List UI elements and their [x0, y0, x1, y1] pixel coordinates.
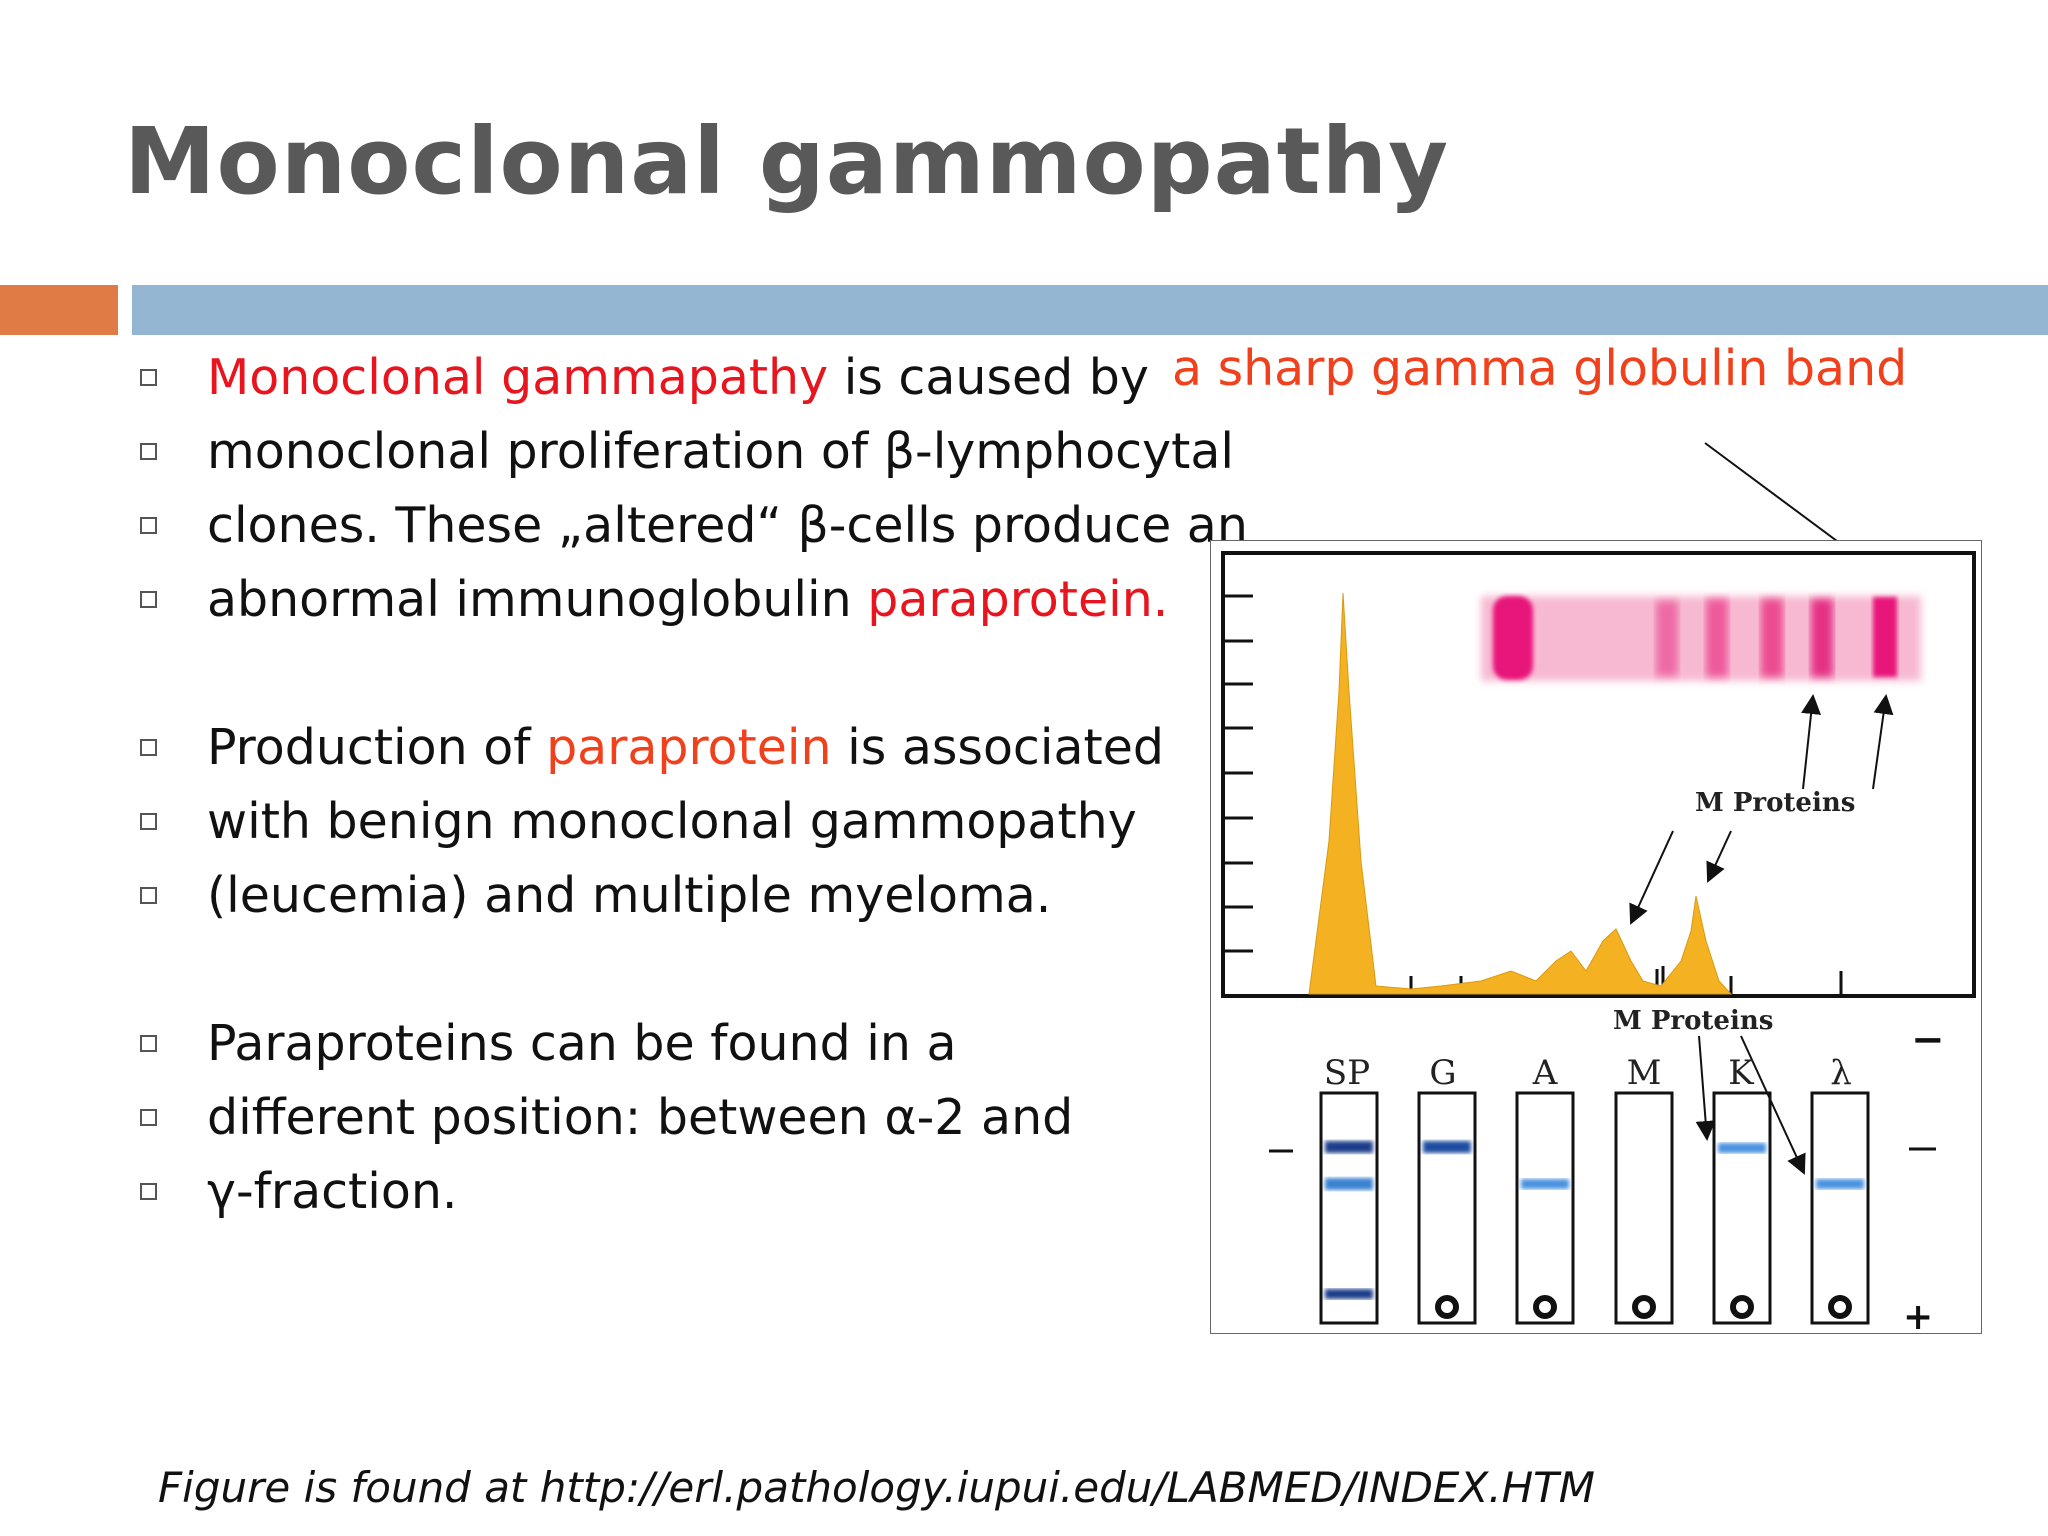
bullet-item: abnormal immunoglobulin paraprotein. — [140, 562, 1168, 636]
accent-bar-orange — [0, 285, 118, 335]
highlight-text: paraprotein — [546, 718, 832, 776]
bullet-text: abnormal immunoglobulin — [207, 570, 868, 628]
bullet-square-icon — [140, 738, 157, 756]
bullet-item: clones. These „altered“ β-cells produce … — [140, 488, 1248, 562]
m-proteins-label: M Proteins — [1695, 788, 1855, 818]
plus-sign: + — [1903, 1296, 1933, 1333]
side-markers — [1269, 1147, 1936, 1153]
pink-gel-band — [1481, 596, 1921, 681]
bullet-square-icon — [140, 1034, 157, 1052]
bullet-item: γ-fraction. — [140, 1154, 457, 1228]
gel-wells — [1435, 1295, 1852, 1319]
highlight-text: paraprotein. — [867, 570, 1169, 628]
bullet-text: is caused by — [828, 348, 1149, 406]
bullet-item: Monoclonal gammapathy is caused by — [140, 340, 1149, 414]
bullet-text: Paraproteins can be found in a — [207, 1014, 957, 1072]
bullet-text: different position: between α-2 and — [207, 1088, 1074, 1146]
bullet-item: Production of paraprotein is associated — [140, 710, 1164, 784]
electrophoresis-figure: M Proteins M Proteins SP G A M K λ − + — [1210, 540, 1982, 1338]
bullet-square-icon — [140, 590, 157, 608]
electrophoresis-image: M Proteins M Proteins SP G A M K λ − + — [1221, 551, 1976, 1338]
lane-label: G — [1429, 1053, 1456, 1093]
bullet-square-icon — [140, 368, 157, 386]
bullet-text: (leucemia) and multiple myeloma. — [207, 866, 1052, 924]
highlight-text: Monoclonal gammapathy — [207, 348, 829, 406]
gel-bands — [1325, 1141, 1864, 1299]
densitometry-trace — [1308, 592, 1733, 995]
bullet-square-icon — [140, 442, 157, 460]
m-proteins-label: M Proteins — [1613, 1006, 1773, 1036]
lane-label: SP — [1324, 1053, 1370, 1093]
callout-text: a sharp gamma globulin band — [1172, 340, 1908, 397]
bullet-item: monoclonal proliferation of β-lymphocyta… — [140, 414, 1234, 488]
accent-bar-blue — [132, 285, 2048, 335]
m-protein-arrows — [1629, 694, 1894, 1175]
bullet-text: is associated — [831, 718, 1164, 776]
bullet-text: γ-fraction. — [207, 1162, 458, 1220]
lane-label: λ — [1830, 1053, 1852, 1093]
lane-label: M — [1627, 1053, 1662, 1093]
bullet-item: (leucemia) and multiple myeloma. — [140, 858, 1051, 932]
lane-label: K — [1728, 1053, 1754, 1093]
bullet-item: Paraproteins can be found in a — [140, 1006, 957, 1080]
bullet-text: Production of — [207, 718, 547, 776]
bullet-square-icon — [140, 812, 157, 830]
bullet-text: monoclonal proliferation of β-lymphocyta… — [207, 422, 1234, 480]
bullet-text: clones. These „altered“ β-cells produce … — [207, 496, 1248, 554]
bullet-square-icon — [140, 886, 157, 904]
bullet-square-icon — [140, 1182, 157, 1200]
gel-lanes — [1319, 1091, 1870, 1325]
bullet-item: with benign monoclonal gammopathy — [140, 784, 1137, 858]
bullet-square-icon — [140, 516, 157, 534]
slide-title: Monoclonal gammopathy — [124, 108, 1450, 215]
lane-label: A — [1532, 1053, 1558, 1093]
bullet-text: with benign monoclonal gammopathy — [207, 792, 1137, 850]
figure-source-footnote: Figure is found at http://erl.pathology.… — [158, 1463, 1596, 1512]
bullet-item: different position: between α-2 and — [140, 1080, 1073, 1154]
minus-sign: − — [1911, 1016, 1945, 1063]
bullet-square-icon — [140, 1108, 157, 1126]
